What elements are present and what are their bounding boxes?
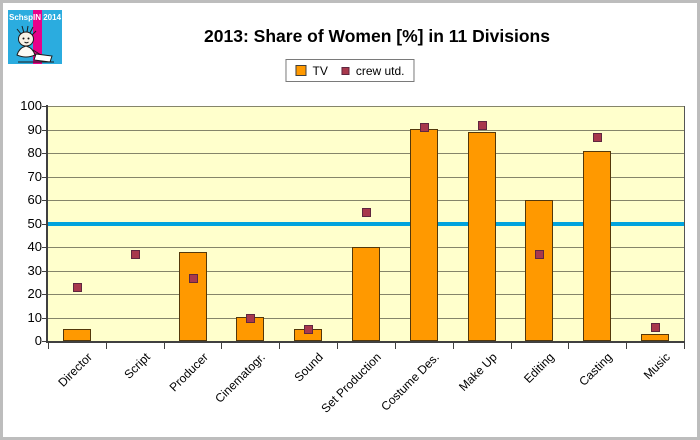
marker-music: [651, 323, 660, 332]
marker-cinematogr: [246, 314, 255, 323]
gridline: [48, 177, 684, 178]
bar-make-up: [468, 132, 496, 341]
plot-right-border: [684, 106, 685, 341]
marker-director: [73, 283, 82, 292]
x-axis-tick: [568, 343, 569, 349]
y-axis-tick: [42, 177, 48, 178]
x-axis: [46, 341, 685, 343]
y-tick-label: 60: [27, 192, 42, 207]
chart-title: 2013: Share of Women [%] in 11 Divisions: [204, 26, 550, 46]
y-tick-label: 80: [27, 145, 42, 160]
y-tick-label: 70: [27, 169, 42, 184]
bar-producer: [179, 252, 207, 341]
legend-label-crew-utd: crew utd.: [355, 63, 405, 78]
x-axis-tick: [511, 343, 512, 349]
bar-music: [641, 334, 669, 341]
y-axis-tick: [42, 106, 48, 107]
logo-stripe: [33, 10, 42, 64]
x-axis-tick: [453, 343, 454, 349]
legend-swatch-tv: [295, 65, 307, 76]
marker-editing: [535, 250, 544, 259]
sketch-person-icon: [16, 25, 54, 63]
marker-make-up: [478, 121, 487, 130]
marker-set-production: [362, 208, 371, 217]
legend: TV crew utd.: [285, 59, 415, 82]
reference-line-50: [48, 222, 684, 226]
y-tick-label: 40: [27, 239, 42, 254]
y-axis-tick: [42, 224, 48, 225]
x-axis-tick: [337, 343, 338, 349]
legend-swatch-crew-utd: [341, 66, 350, 75]
legend-label-tv: TV: [312, 63, 328, 78]
marker-producer: [189, 274, 198, 283]
y-axis: [46, 105, 48, 343]
y-axis-tick: [42, 247, 48, 248]
bar-costume-des: [410, 129, 438, 341]
x-axis-tick: [626, 343, 627, 349]
schspin-logo: SchspIN 2014: [8, 10, 62, 64]
y-tick-label: 90: [27, 122, 42, 137]
x-axis-tick: [221, 343, 222, 349]
x-axis-tick: [684, 343, 685, 349]
x-axis-tick: [164, 343, 165, 349]
x-axis-tick: [48, 343, 49, 349]
bar-set-production: [352, 247, 380, 341]
gridline: [48, 130, 684, 131]
gridline: [48, 153, 684, 154]
y-tick-label: 0: [34, 333, 42, 348]
logo-text: SchspIN 2014: [8, 13, 62, 22]
y-axis-tick: [42, 341, 48, 342]
x-axis-tick: [279, 343, 280, 349]
marker-casting: [593, 133, 602, 142]
x-axis-tick: [395, 343, 396, 349]
y-axis-tick: [42, 318, 48, 319]
marker-costume-des: [420, 123, 429, 132]
bar-editing: [525, 200, 553, 341]
y-tick-label: 10: [27, 310, 42, 325]
y-axis-tick: [42, 130, 48, 131]
y-axis-tick: [42, 294, 48, 295]
y-tick-label: 20: [27, 286, 42, 301]
y-axis-tick: [42, 200, 48, 201]
bar-casting: [583, 151, 611, 341]
y-tick-label: 100: [20, 98, 42, 113]
y-axis-tick: [42, 271, 48, 272]
y-axis-tick: [42, 153, 48, 154]
marker-sound: [304, 325, 313, 334]
x-axis-tick: [106, 343, 107, 349]
y-tick-label: 50: [27, 216, 42, 231]
x-tick-label: Music: [640, 350, 673, 383]
gridline: [48, 200, 684, 201]
gridline: [48, 106, 684, 107]
bar-director: [63, 329, 91, 341]
y-tick-label: 30: [27, 263, 42, 278]
marker-script: [131, 250, 140, 259]
